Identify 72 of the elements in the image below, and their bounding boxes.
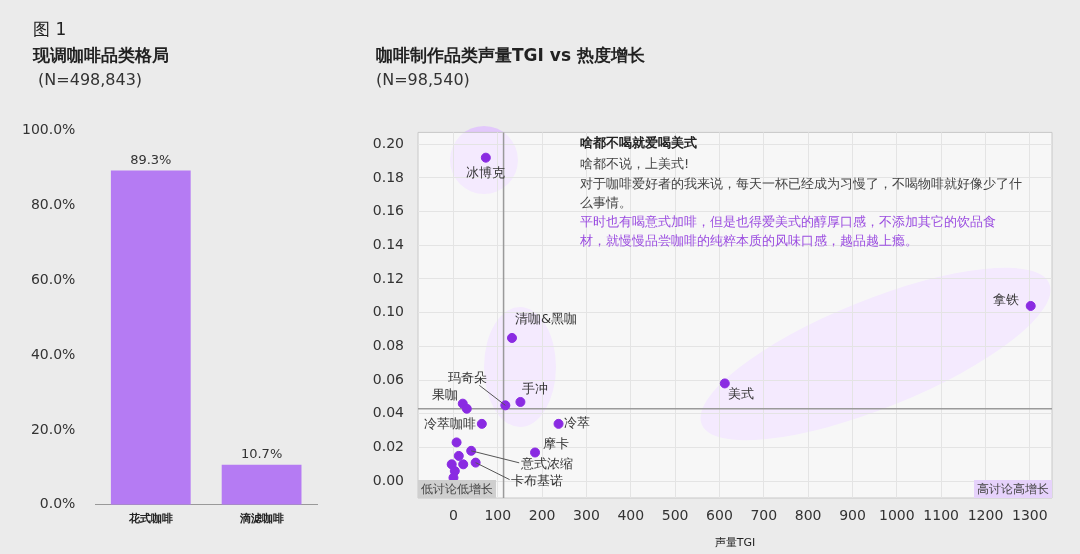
x-tick-label: 1300 bbox=[1012, 507, 1048, 524]
y-tick-label: 0.00 bbox=[372, 471, 404, 488]
annotation: 啥都不说，上美式! bbox=[580, 155, 690, 173]
annotation: 高讨论高增长 bbox=[974, 480, 1052, 498]
point bbox=[470, 457, 481, 468]
point bbox=[461, 403, 472, 414]
y-tick-label: 0.08 bbox=[372, 337, 404, 354]
point bbox=[1025, 300, 1036, 311]
point bbox=[719, 378, 730, 389]
y-tick-label: 40.0% bbox=[30, 345, 76, 362]
y-tick-label: 0.02 bbox=[372, 438, 404, 455]
x-tick-label: 700 bbox=[750, 507, 778, 524]
data-label: 冷萃 bbox=[563, 415, 590, 431]
y-tick-label: 0.0% bbox=[39, 495, 76, 512]
x-tick-label: 1200 bbox=[967, 507, 1004, 524]
point bbox=[476, 418, 487, 429]
data-label: 拿铁 bbox=[992, 292, 1019, 308]
point bbox=[451, 437, 462, 448]
data-label: 手冲 bbox=[522, 381, 549, 397]
x-tick-label: 300 bbox=[573, 507, 600, 524]
point bbox=[553, 418, 564, 429]
annotation: 低讨论低增长 bbox=[418, 480, 496, 498]
x-tick-label: 1000 bbox=[879, 507, 915, 524]
data-label: 清咖&黑咖 bbox=[514, 311, 578, 327]
chart-title: 咖啡制作品类声量TGI vs 热度增长 bbox=[376, 44, 645, 67]
caption: 图 1 bbox=[33, 18, 67, 41]
x-tick-label: 500 bbox=[661, 507, 689, 524]
y-tick-label: 0.04 bbox=[372, 404, 405, 421]
y-tick-label: 0.12 bbox=[372, 269, 404, 286]
x-tick-label: 600 bbox=[706, 507, 733, 524]
x-tick-label: 滴滤咖啡 bbox=[238, 512, 284, 526]
data-label: 10.7% bbox=[240, 446, 283, 462]
annotation: 对于咖啡爱好者的我来说，每天一杯已经成为习慢了，不喝物啡就好像少了什么事情。 bbox=[580, 175, 1023, 212]
point bbox=[500, 400, 511, 411]
x-tick-label: 800 bbox=[794, 507, 822, 524]
data-label: 美式 bbox=[727, 385, 754, 401]
y-tick-label: 0.16 bbox=[372, 202, 405, 219]
y-tick-label: 60.0% bbox=[30, 270, 76, 287]
x-tick-label: 0 bbox=[449, 507, 458, 524]
y-tick-label: 0.18 bbox=[372, 168, 404, 185]
y-tick-label: 0.14 bbox=[372, 235, 405, 252]
x-tick-label: 100 bbox=[484, 507, 512, 524]
data-label: 89.3% bbox=[130, 151, 172, 167]
point bbox=[458, 459, 469, 470]
x-tick-label: 花式咖啡 bbox=[127, 512, 173, 526]
x-axis-title: 声量TGI bbox=[714, 536, 756, 550]
y-tick-label: 80.0% bbox=[30, 195, 76, 212]
data-label: 摩卡 bbox=[543, 435, 570, 451]
y-tick-label: 20.0% bbox=[30, 420, 76, 437]
point bbox=[453, 450, 464, 461]
chart-title: 现调咖啡品类格局 bbox=[33, 44, 169, 67]
x-tick-label: 400 bbox=[617, 507, 645, 524]
data-label: 冰博克 bbox=[466, 165, 506, 181]
x-tick-label: 900 bbox=[839, 507, 866, 524]
y-tick-label: 100.0% bbox=[21, 121, 76, 138]
x-tick-label: 200 bbox=[528, 507, 556, 524]
point bbox=[506, 332, 517, 343]
data-label: 玛奇朵 bbox=[447, 369, 487, 385]
data-label: 意式浓缩 bbox=[520, 456, 574, 472]
chart-subtitle: (N=98,540) bbox=[376, 70, 470, 89]
data-label: 卡布基诺 bbox=[510, 472, 563, 488]
annotation: 平时也有喝意式加啡，但是也得爱美式的醇厚口感，不添加其它的饮品食材，就慢慢品尝咖啡的纯粹本质的风味口感，越品越上瘾。 bbox=[580, 213, 997, 250]
x-tick-label: 1100 bbox=[923, 507, 959, 524]
y-tick-label: 0.20 bbox=[372, 134, 404, 151]
chart-subtitle: (N=498,843) bbox=[37, 70, 143, 89]
y-tick-label: 0.06 bbox=[372, 370, 405, 387]
data-label: 冷萃咖啡 bbox=[423, 416, 476, 432]
y-tick-label: 0.10 bbox=[372, 303, 404, 320]
data-label: 果咖 bbox=[431, 387, 458, 403]
point bbox=[515, 396, 526, 407]
annotation: 啥都不喝就爱喝美式 bbox=[580, 134, 697, 152]
point bbox=[480, 152, 491, 163]
